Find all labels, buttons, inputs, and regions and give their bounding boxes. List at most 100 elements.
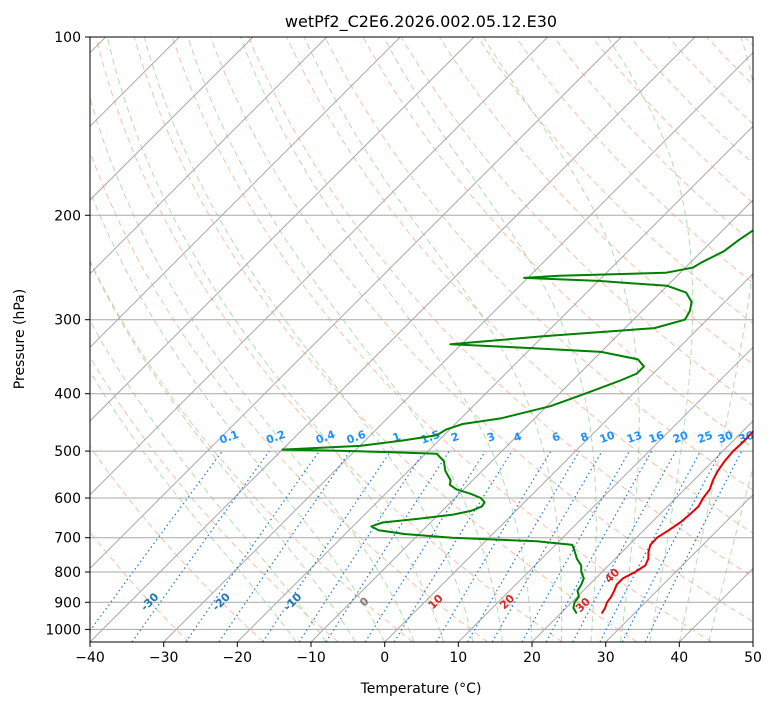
moist-adiabat [90,319,327,642]
moist-adiabat [482,37,640,642]
mixing-ratio-line [185,450,320,642]
dry-adiabat [668,37,753,125]
x-axis: −40 −30 −20 −10 0 10 20 30 40 50 [75,642,762,666]
moist-adiabat [90,189,386,642]
x-tick-label: 50 [744,650,762,666]
mixing-ratio-label: 30 [716,428,735,446]
dry-adiabat [90,531,190,642]
mixing-ratio-label: 4 [512,430,524,445]
x-tick-label: −20 [223,650,253,666]
isotherm [90,37,696,642]
dry-adiabat-label: -50 [0,590,19,613]
y-tick-label: 200 [54,208,81,224]
isotherm [90,37,328,275]
dry-adiabat [515,37,753,284]
x-tick-label: 20 [523,650,541,666]
x-tick-label: 30 [597,650,615,666]
isopleth-labels: 0.10.20.40.611.52346810131620253036-100-… [0,428,756,615]
y-tick-label: 400 [54,387,81,403]
moist-adiabat [90,260,356,642]
isotherm [531,420,753,642]
isotherm [605,493,753,642]
dry-adiabat-label: -30 [138,590,161,613]
isotherm [678,567,753,642]
y-tick-label: 700 [54,531,81,547]
mixing-ratio-line [298,450,425,642]
isotherm [384,272,753,642]
mixing-ratio-label: 36 [737,428,756,446]
mixing-ratio-line [262,450,392,642]
mixing-ratio-line [218,450,351,642]
y-tick-label: 1000 [45,622,81,638]
moist-adiabat [383,37,597,642]
y-tick-label: 900 [54,595,81,611]
x-tick-label: 40 [670,650,688,666]
y-tick-label: 500 [54,444,81,460]
mixing-ratio-label: 3 [485,430,497,445]
mixing-ratio-line [599,450,702,642]
dry-adiabat [706,37,753,86]
dry-adiabat [95,37,563,642]
isotherm [236,125,753,642]
mixing-ratio-label: 0.4 [314,428,337,447]
isotherm [752,641,753,642]
isotherm [310,199,753,642]
isotherm [90,37,549,496]
x-tick-label: −10 [296,650,326,666]
y-tick-label: 100 [54,30,81,46]
mixing-ratio-line [393,450,513,642]
dry-adiabat [553,37,753,244]
x-tick-label: −40 [75,650,105,666]
isotherm [90,37,475,422]
mixing-ratio-label: 25 [696,429,715,446]
plot-frame [89,36,754,643]
dry-adiabat [286,37,753,534]
dry-adiabat-label: -20 [210,590,233,613]
mixing-ratio-label: 1.5 [419,428,442,447]
x-tick-label: 0 [380,650,389,666]
dry-adiabat [210,37,753,623]
mixing-ratio-line [131,450,270,642]
dry-adiabat [248,37,753,578]
dry-adiabat [90,445,264,642]
x-axis-label: Temperature (°C) [360,681,482,697]
mixing-ratio-label: 0.6 [345,428,368,447]
dry-adiabat-label: 20 [497,592,517,612]
moist-adiabat [303,37,563,642]
dry-adiabat-label: 10 [426,592,446,612]
dry-adiabat [591,37,753,204]
dry-adiabat-label: -10 [281,590,304,613]
isotherm [90,37,401,349]
mixing-ratio-label: 0.2 [264,428,287,447]
mixing-ratio-line [466,450,580,642]
dry-adiabat [744,37,753,47]
mixing-ratio-line [435,450,552,642]
dewpoint-profile [281,229,753,615]
chart-title: wetPf2_C2E6.2026.002.05.12.E30 [285,12,557,32]
profile-lines [281,229,753,615]
dry-adiabat [324,37,753,491]
isotherm [90,37,254,201]
temperature-profile [600,429,753,615]
dry-adiabat [438,37,753,366]
background-grid [90,37,753,642]
moist-adiabat [239,37,533,642]
mixing-ratio-line [644,450,743,642]
isotherm [163,51,753,642]
dry-adiabat [171,37,712,642]
mixing-ratio-label: 8 [579,430,591,445]
moist-adiabat [708,466,753,642]
y-tick-label: 600 [54,491,81,507]
mixing-ratio-label: 2 [449,430,461,445]
moist-adiabat [90,370,297,642]
mixing-ratio-label: 13 [625,429,644,446]
mixing-ratio-line [572,450,677,642]
mixing-ratio-label: 16 [647,428,666,446]
dry-adiabat [90,150,488,642]
dry-adiabat [133,37,638,642]
y-tick-label: 800 [54,565,81,581]
mixing-ratio-label: 0.1 [218,428,241,447]
y-axis: 100 200 300 400 500 600 700 800 900 1000 [45,30,90,638]
mixing-ratio-line [325,450,450,642]
